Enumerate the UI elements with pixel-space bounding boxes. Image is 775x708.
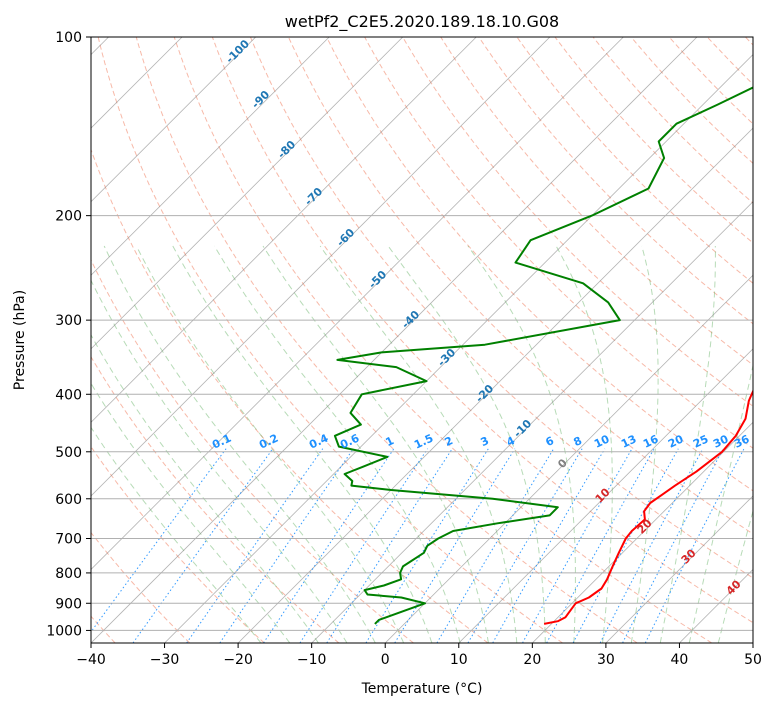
isotherm-line: [311, 201, 753, 643]
x-tick-label: −10: [297, 652, 327, 668]
isotherm-line: [91, 37, 624, 570]
moist-adiabat-line: [91, 382, 291, 643]
y-tick-label: 600: [55, 492, 82, 508]
axis-ticks: −40 −30 −20 −10 0 10 20 30 40 50 100 200 300 400 500 60…: [46, 30, 762, 668]
dry-adiabat-line: [91, 531, 191, 643]
isotherm-line: [164, 54, 753, 643]
moist-adiabat-line: [103, 245, 376, 643]
isotherm-line: [91, 37, 698, 643]
y-tick-label: 300: [55, 313, 82, 329]
profile-lines: [333, 86, 753, 625]
moist-adiabat-line: [717, 509, 753, 643]
y-axis-label: Pressure (hPa): [12, 290, 28, 390]
y-tick-label: 1000: [46, 623, 82, 639]
moist-adiabat-line: [555, 245, 613, 643]
dry-adiabat-line: [97, 37, 563, 643]
isotherm-line: [91, 37, 551, 497]
mixing-ratio-label: 13: [619, 432, 638, 450]
isotherm-line: [91, 37, 404, 350]
mixing-ratio-line: [436, 448, 555, 643]
dry-adiabat-line: [91, 355, 340, 643]
mixing-ratio-line: [644, 448, 745, 643]
moist-adiabat-line: [262, 245, 489, 643]
moist-adiabat-line: [135, 245, 405, 643]
mixing-ratio-line: [492, 448, 606, 643]
dry-adiabat-line: [91, 148, 489, 643]
mixing-ratio-line: [263, 448, 395, 643]
x-tick-label: 10: [450, 652, 468, 668]
mixing-ratio-line: [91, 448, 227, 633]
dry-adiabat-line: [173, 37, 713, 643]
mixing-ratio-line: [622, 448, 724, 643]
x-tick-label: −20: [223, 652, 253, 668]
x-axis-label: Temperature (°C): [361, 681, 483, 697]
temperature-profile: [543, 388, 753, 625]
moist-adiabat-line: [688, 362, 753, 643]
moist-adiabat-line: [319, 245, 518, 643]
mixing-ratio-line: [467, 448, 583, 643]
isotherm-line: [91, 37, 330, 276]
x-tick-label: 20: [523, 652, 541, 668]
y-tick-label: 500: [55, 445, 82, 461]
moist-adiabat-line: [213, 245, 461, 643]
x-tick-label: 30: [597, 652, 615, 668]
isotherm-line: [605, 495, 753, 643]
isotherm-line: [532, 421, 753, 643]
mixing-ratio-line: [219, 448, 354, 643]
isotherm-line: [384, 274, 753, 643]
chart-title: wetPf2_C2E5.2020.189.18.10.G08: [285, 12, 559, 32]
plot-background: [91, 37, 753, 643]
dry-adiabat-line: [440, 37, 753, 366]
mixing-ratio-line: [599, 448, 704, 643]
y-tick-label: 400: [55, 387, 82, 403]
dry-adiabat-line: [592, 37, 753, 204]
isotherm-line: [458, 348, 753, 643]
dewpoint-profile: [333, 86, 753, 625]
y-tick-label: 100: [55, 30, 82, 46]
dry-adiabat-line: [211, 37, 753, 624]
moist-adiabat-line: [91, 279, 348, 643]
mixing-ratio-label: 25: [691, 432, 710, 450]
dry-adiabat-line: [516, 37, 753, 284]
isotherm-line: [91, 37, 477, 423]
dry-adiabat-line: [478, 37, 753, 325]
dry-adiabat-line: [326, 37, 753, 492]
y-tick-label: 200: [55, 209, 82, 225]
x-tick-label: 50: [744, 652, 762, 668]
dry-adiabat-line: [630, 37, 753, 164]
dry-adiabat-line: [287, 37, 753, 535]
mixing-ratio-label: 36: [732, 432, 752, 450]
dry-adiabat-line: [364, 37, 753, 449]
moist-adiabat-line: [630, 245, 659, 643]
mixing-ratio-label: 20: [666, 432, 686, 450]
mixing-ratio-label: 16: [641, 432, 661, 450]
x-tick-label: −30: [150, 652, 180, 668]
plot-frame: [90, 36, 754, 644]
y-tick-label: 700: [55, 532, 82, 548]
mixing-ratio-label: 10: [592, 432, 612, 450]
isotherm-line: [237, 127, 753, 643]
mixing-ratio-line: [522, 448, 633, 643]
isotherm-line: [752, 642, 753, 643]
dry-adiabat-line: [91, 258, 414, 643]
y-tick-label: 900: [55, 596, 82, 612]
x-tick-label: 0: [381, 652, 390, 668]
moist-adiabat-line: [172, 245, 433, 643]
dry-adiabat-line: [402, 37, 753, 407]
isotherm-line: [91, 37, 256, 203]
x-tick-label: 40: [671, 652, 689, 668]
moist-adiabat-line: [91, 333, 319, 643]
mixing-ratio-label: 30: [711, 432, 731, 450]
mixing-ratio-line: [546, 448, 655, 643]
background-lines: [91, 37, 753, 643]
dry-adiabat-line: [249, 37, 753, 579]
moist-adiabat-line: [659, 245, 716, 643]
mixing-ratio-line: [572, 448, 679, 643]
y-tick-label: 800: [55, 566, 82, 582]
mixing-ratio-line: [326, 448, 453, 643]
x-tick-label: −40: [76, 652, 106, 668]
